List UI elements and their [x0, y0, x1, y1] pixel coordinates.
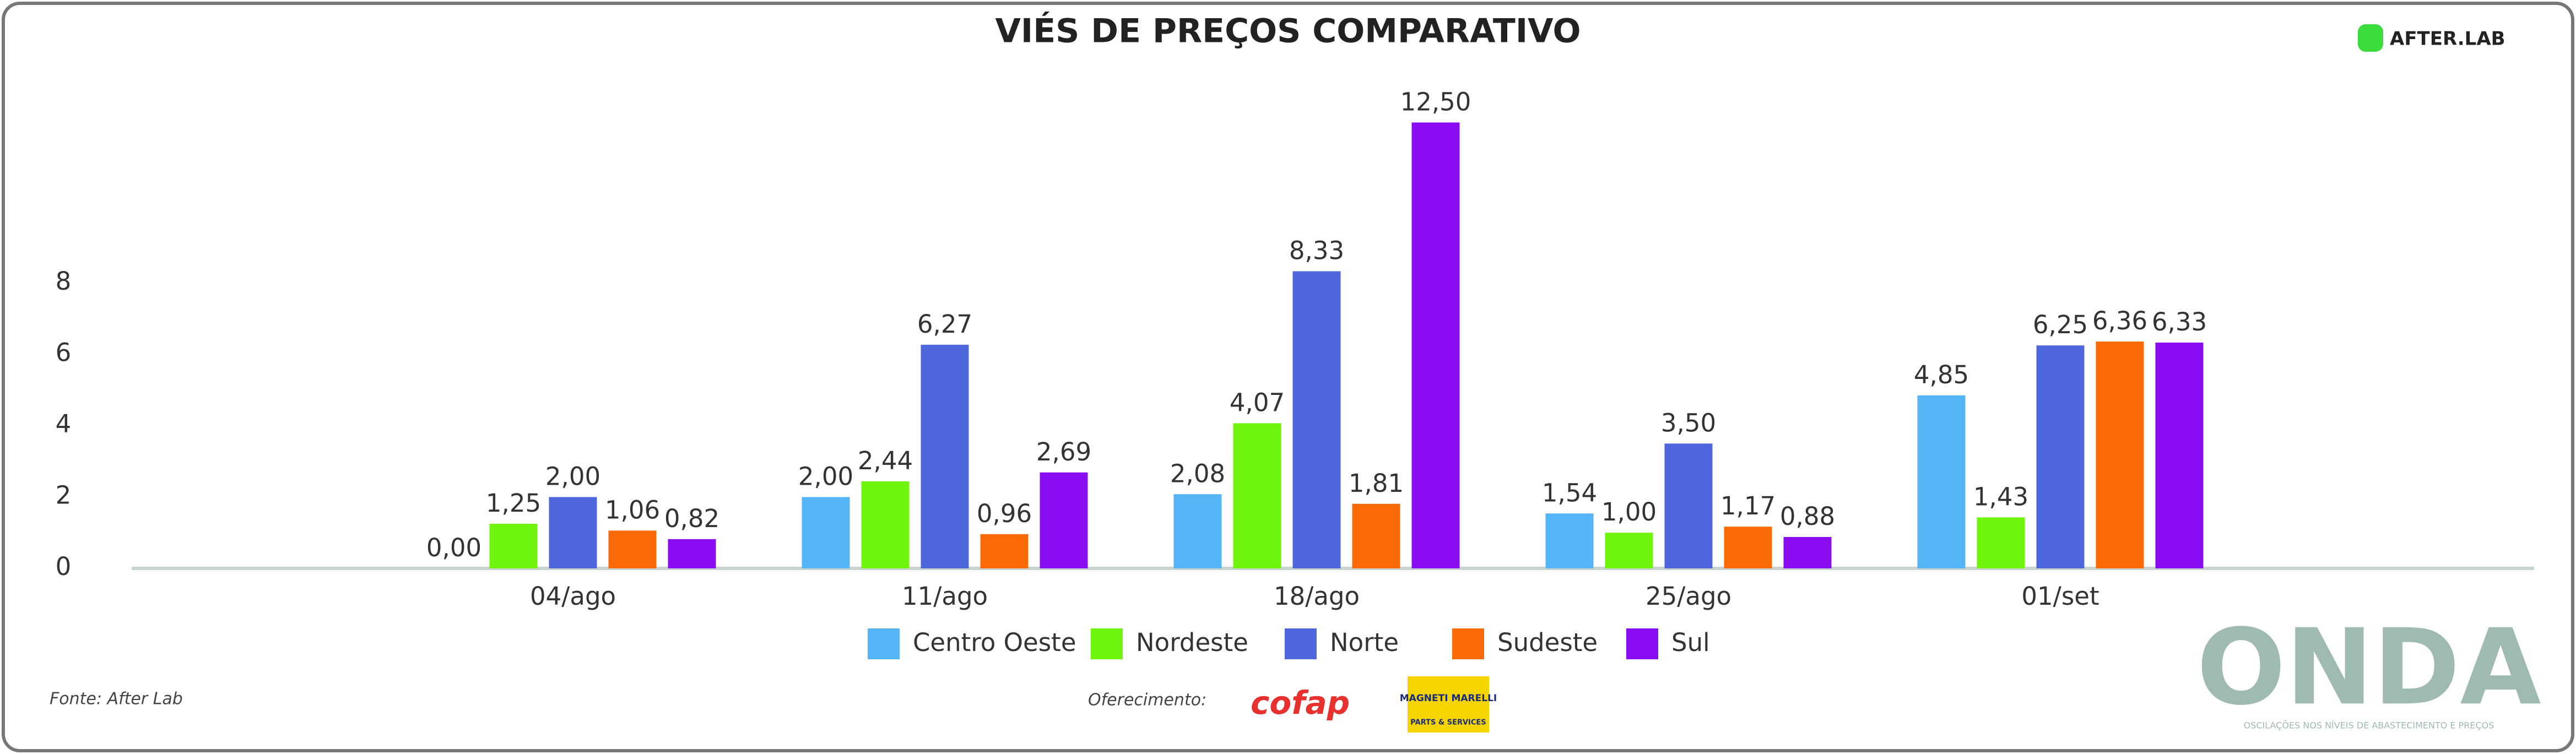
value-label: 4,07	[1230, 388, 1285, 417]
legend-swatch	[1452, 628, 1484, 659]
value-label: 0,82	[664, 504, 719, 533]
x-tick-label: 04/ago	[530, 582, 616, 611]
sponsor-logo-bg	[1408, 676, 1489, 733]
bar	[1664, 443, 1713, 568]
sponsor-cofap: cofap	[1251, 684, 1350, 722]
value-label: 8,33	[1289, 236, 1344, 265]
brand: ONDA	[2196, 606, 2541, 728]
legend-label: Norte	[1330, 628, 1399, 657]
value-label: 0,96	[977, 499, 1032, 528]
legend-label: Sudeste	[1497, 628, 1598, 657]
y-tick-label: 2	[56, 480, 72, 509]
value-label: 3,50	[1661, 408, 1716, 437]
bar	[1040, 472, 1088, 568]
source: Fonte: After Lab	[50, 690, 183, 709]
value-label: 1,06	[605, 495, 660, 524]
bar	[1783, 537, 1832, 568]
legend-label: Nordeste	[1136, 628, 1248, 657]
x-tick-label: 25/ago	[1646, 582, 1731, 611]
bar	[1545, 513, 1594, 568]
legend-swatch	[1626, 628, 1658, 659]
value-label: 1,25	[486, 489, 541, 518]
value-label: 4,85	[1914, 360, 1969, 389]
x-tick-label: 01/set	[2021, 582, 2099, 611]
chart-title: VIÉS DE PREÇOS COMPARATIVO	[995, 11, 1581, 51]
sponsor-label: Oferecimento:	[1088, 691, 1206, 710]
bar	[2155, 343, 2204, 568]
y-tick-label: 4	[56, 409, 72, 438]
bar	[549, 497, 597, 568]
bar	[1233, 423, 1281, 568]
bar	[668, 539, 716, 568]
y-tick-label: 6	[56, 338, 72, 367]
value-label: 2,08	[1170, 459, 1225, 488]
bar	[2096, 341, 2144, 568]
bar	[2036, 345, 2085, 568]
logo-icon	[2358, 24, 2383, 52]
bar	[1411, 122, 1460, 568]
value-label: 6,27	[917, 310, 972, 339]
sponsor-marelli: MAGNETI MARELLI	[1400, 693, 1497, 704]
value-label: 1,17	[1720, 491, 1776, 520]
y-tick-label: 8	[56, 267, 72, 296]
value-label: 0,00	[426, 533, 481, 562]
bar	[861, 481, 910, 568]
value-label: 12,50	[1400, 87, 1471, 116]
bar	[1605, 533, 1653, 568]
y-tick-label: 0	[56, 552, 72, 581]
value-label: 0,88	[1780, 502, 1835, 531]
bar	[608, 530, 657, 568]
value-label: 1,81	[1349, 469, 1404, 498]
legend-label: Sul	[1671, 628, 1710, 657]
legend-label: Centro Oeste	[913, 628, 1076, 657]
x-tick-label: 11/ago	[902, 582, 988, 611]
bar	[1292, 271, 1341, 569]
value-label: 6,33	[2152, 307, 2207, 337]
bar	[489, 524, 538, 568]
bar	[1173, 494, 1222, 568]
bar	[1977, 517, 2025, 568]
legend-swatch	[1285, 628, 1317, 659]
value-label: 1,00	[1601, 497, 1657, 527]
value-label: 2,00	[545, 462, 600, 491]
legend-swatch	[868, 628, 900, 659]
bar	[1724, 527, 1772, 568]
legend-swatch	[1091, 628, 1123, 659]
bar	[921, 344, 969, 568]
bar	[980, 534, 1029, 568]
value-label: 2,69	[1036, 437, 1091, 466]
value-label: 2,00	[798, 462, 853, 491]
value-label: 2,44	[858, 446, 913, 475]
value-label: 1,54	[1542, 478, 1597, 507]
logo: AFTER.LAB	[2390, 28, 2505, 50]
tagline: OSCILAÇÕES NOS NÍVEIS DE ABASTECIMENTO E…	[2244, 720, 2494, 731]
bar	[1352, 503, 1400, 568]
x-tick-label: 18/ago	[1274, 582, 1360, 611]
value-label: 6,25	[2033, 310, 2088, 339]
bar	[802, 497, 850, 568]
bar	[1917, 395, 1966, 568]
sponsor-marelli-sub: PARTS & SERVICES	[1410, 719, 1486, 727]
value-label: 6,36	[2092, 306, 2147, 335]
value-label: 1,43	[1973, 482, 2028, 511]
